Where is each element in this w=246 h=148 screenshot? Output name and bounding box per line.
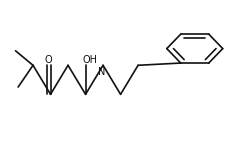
Text: O: O	[45, 55, 52, 65]
Text: N: N	[98, 67, 106, 77]
Text: OH: OH	[82, 55, 97, 65]
